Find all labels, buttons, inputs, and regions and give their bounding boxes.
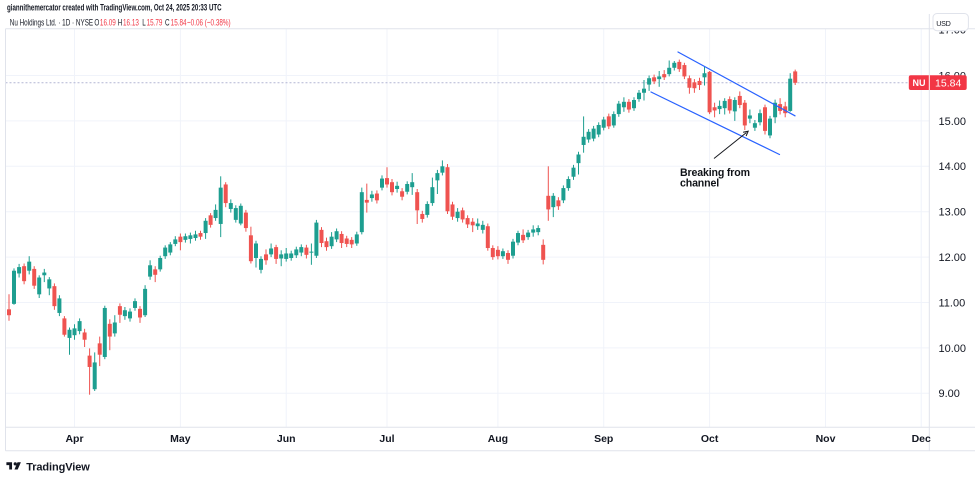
svg-text:14.00: 14.00 xyxy=(939,161,967,173)
svg-text:13.00: 13.00 xyxy=(939,207,967,219)
svg-text:Nu Holdings Ltd. · 1D · NYSE: Nu Holdings Ltd. · 1D · NYSE xyxy=(10,17,94,28)
svg-text:USD: USD xyxy=(936,19,950,28)
svg-text:−0.06 (−0.38%): −0.06 (−0.38%) xyxy=(187,17,231,28)
svg-text:Sep: Sep xyxy=(594,433,613,445)
svg-text:Apr: Apr xyxy=(65,433,83,445)
svg-text:15.79: 15.79 xyxy=(147,17,163,28)
svg-text:9.00: 9.00 xyxy=(939,388,960,400)
svg-text:10.00: 10.00 xyxy=(939,343,967,355)
svg-text:15.00: 15.00 xyxy=(939,116,967,128)
svg-text:11.00: 11.00 xyxy=(939,297,966,309)
svg-text:Breaking from: Breaking from xyxy=(680,167,750,179)
svg-text:Dec: Dec xyxy=(912,433,931,445)
svg-text:16.09: 16.09 xyxy=(100,17,116,28)
svg-text:15.84: 15.84 xyxy=(171,17,187,28)
svg-text:Jul: Jul xyxy=(379,433,394,445)
svg-text:May: May xyxy=(170,433,191,445)
svg-text:12.00: 12.00 xyxy=(939,252,967,264)
svg-text:Aug: Aug xyxy=(488,433,508,445)
svg-text:NU: NU xyxy=(913,78,926,88)
svg-text:TradingView: TradingView xyxy=(26,461,90,473)
svg-text:15.84: 15.84 xyxy=(935,77,961,89)
svg-text:Jun: Jun xyxy=(277,433,296,445)
svg-text:channel: channel xyxy=(680,178,719,190)
svg-text:Nov: Nov xyxy=(816,433,836,445)
svg-text:L: L xyxy=(142,17,146,28)
svg-text:O: O xyxy=(94,17,99,28)
svg-text:H: H xyxy=(118,17,123,28)
svg-text:16.13: 16.13 xyxy=(123,17,139,28)
svg-text:C: C xyxy=(165,17,170,28)
svg-text:Oct: Oct xyxy=(701,433,719,445)
svg-text:giannithemercator created with: giannithemercator created with TradingVi… xyxy=(7,2,222,13)
